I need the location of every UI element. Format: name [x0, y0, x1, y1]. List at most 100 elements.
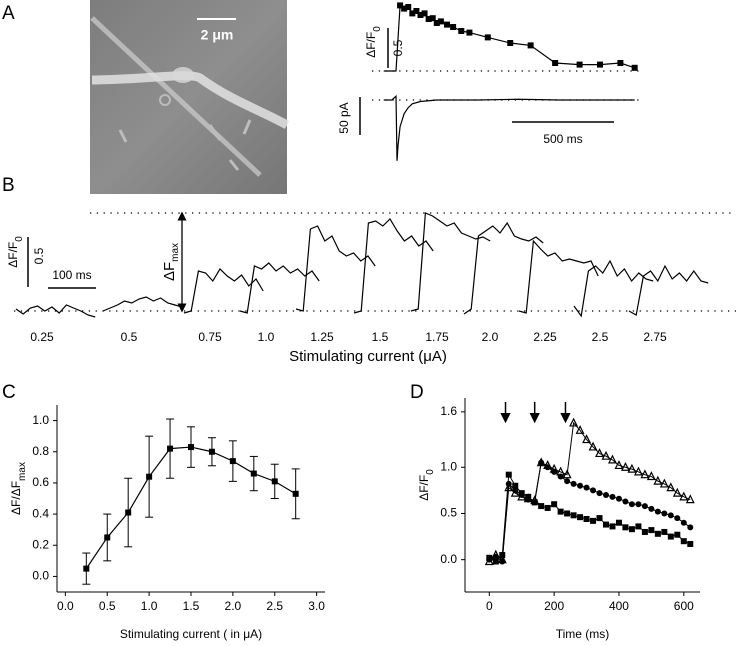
- scale-label: 2 μm: [201, 27, 234, 43]
- scale-label: 0.5: [391, 39, 405, 56]
- fmax-label: ΔFmax: [161, 243, 181, 281]
- marker: [417, 12, 424, 18]
- marker: [577, 514, 584, 521]
- marker: [564, 510, 571, 517]
- category-label: 2.0: [482, 330, 499, 344]
- y-tick-label: 0.6: [32, 475, 49, 489]
- marker: [530, 495, 540, 505]
- marker: [641, 503, 648, 510]
- marker: [538, 503, 545, 510]
- marker: [167, 445, 174, 452]
- x-tick-label: 1.5: [183, 599, 200, 613]
- trace: [102, 296, 183, 312]
- marker: [492, 558, 499, 565]
- y-tick-label: 0.8: [32, 444, 49, 458]
- marker: [609, 493, 616, 500]
- marker: [564, 478, 571, 485]
- marker: [556, 466, 566, 476]
- marker: [641, 528, 648, 535]
- x-tick-label: 2.5: [266, 599, 283, 613]
- marker: [271, 478, 278, 485]
- x-tick-label: 0: [486, 599, 493, 613]
- marker: [570, 480, 577, 487]
- marker: [146, 473, 153, 480]
- x-axis-label: Stimulating current ( in μA): [120, 627, 262, 641]
- marker: [687, 540, 694, 547]
- marker: [549, 463, 559, 473]
- marker: [413, 8, 420, 14]
- marker: [543, 460, 553, 470]
- marker: [484, 34, 491, 41]
- marker: [504, 482, 514, 492]
- marker: [674, 515, 681, 522]
- marker: [648, 527, 655, 534]
- x-tick-label: 200: [544, 599, 564, 613]
- marker: [620, 461, 630, 471]
- marker: [687, 524, 694, 531]
- y-axis-label-part: ΔF/F: [6, 242, 20, 268]
- marker: [603, 492, 609, 498]
- y-axis-label: ΔF/F0: [417, 469, 436, 501]
- marker: [576, 61, 583, 68]
- y-axis-label-part: 0: [372, 26, 383, 32]
- x-axis-label: Time (ms): [556, 627, 610, 641]
- x-tick-label: 400: [609, 599, 629, 613]
- marker: [617, 60, 624, 66]
- marker: [582, 434, 592, 444]
- trace: [15, 304, 96, 318]
- marker: [208, 448, 215, 455]
- category-label: 1.5: [372, 330, 389, 344]
- marker: [421, 10, 428, 17]
- marker: [552, 60, 559, 66]
- marker: [679, 491, 689, 501]
- category-label: 2.25: [533, 330, 557, 344]
- trace: [463, 221, 544, 315]
- micrograph: 2 μm: [90, 0, 290, 194]
- category-label: 1.25: [310, 330, 334, 344]
- marker: [596, 490, 603, 497]
- marker: [250, 470, 257, 477]
- line: [489, 473, 691, 563]
- marker: [569, 417, 579, 427]
- marker: [654, 508, 661, 515]
- marker: [466, 29, 473, 36]
- marker: [603, 521, 609, 528]
- marker: [512, 482, 519, 489]
- fmax-label-part: max: [170, 243, 181, 262]
- trace: [183, 268, 264, 314]
- x-tick-label: 0.5: [99, 599, 116, 613]
- category-label: 1.0: [258, 330, 275, 344]
- marker: [523, 493, 533, 503]
- marker: [517, 491, 527, 501]
- marker: [631, 64, 638, 71]
- marker: [661, 528, 668, 535]
- trace: [410, 212, 491, 312]
- marker: [292, 490, 299, 497]
- marker: [615, 495, 622, 502]
- category-label: 0.25: [30, 330, 54, 344]
- marker: [627, 463, 637, 473]
- y-tick-label: 1.0: [440, 459, 457, 473]
- marker: [628, 526, 635, 533]
- y-axis-label-part: ΔF/F: [364, 32, 378, 58]
- y-tick-label: 0.0: [32, 569, 49, 583]
- y-axis-label: ΔF/F0: [6, 236, 25, 268]
- scale-label: 500 ms: [543, 132, 582, 146]
- y-axis-label: ΔF/F0: [364, 26, 383, 58]
- marker: [635, 523, 642, 530]
- category-label: 0.5: [121, 330, 138, 344]
- x-tick-label: 1.0: [141, 599, 158, 613]
- marker: [450, 24, 457, 30]
- y-tick-label: 0.5: [440, 506, 457, 520]
- marker: [409, 10, 416, 17]
- trace: [518, 239, 599, 314]
- marker: [590, 517, 597, 524]
- category-label: 1.75: [425, 330, 449, 344]
- marker: [510, 487, 520, 497]
- marker: [608, 454, 617, 464]
- marker: [458, 28, 465, 34]
- marker: [437, 18, 444, 25]
- y-tick-label: 1.6: [440, 404, 457, 418]
